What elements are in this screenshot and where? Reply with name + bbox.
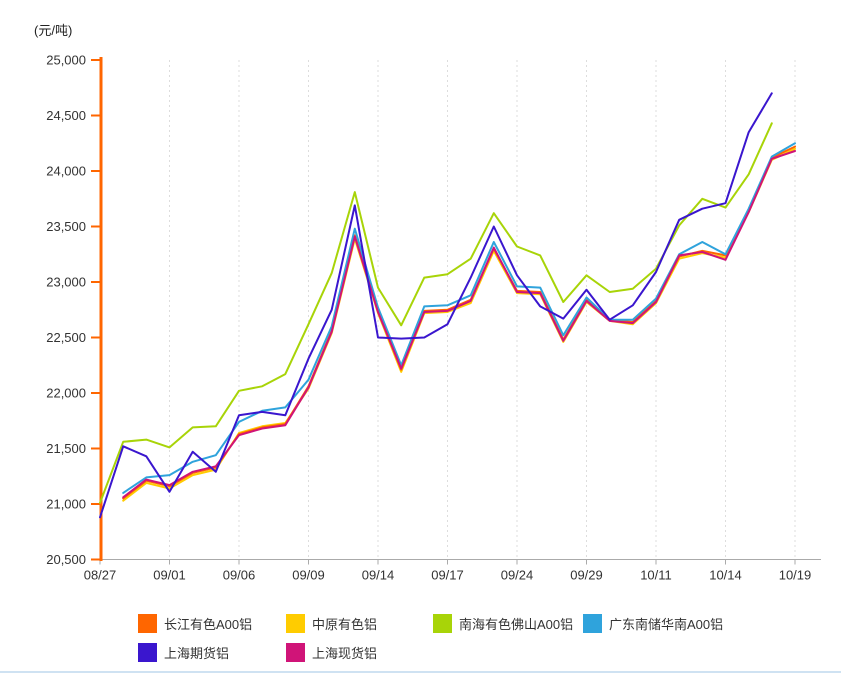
bottom-divider bbox=[0, 671, 841, 673]
legend-swatch bbox=[138, 613, 157, 633]
x-axis-label: 09/17 bbox=[431, 568, 464, 583]
x-axis-label: 09/09 bbox=[292, 568, 325, 583]
legend-item-0: 长江有色A00铝 bbox=[138, 613, 252, 633]
series-line-1 bbox=[122, 147, 796, 502]
y-axis-label: 23,500 bbox=[46, 219, 86, 234]
y-axis-label: 24,000 bbox=[46, 164, 86, 179]
legend-item-1: 中原有色铝 bbox=[286, 613, 377, 633]
x-axis-label: 09/14 bbox=[362, 568, 395, 583]
y-axis-label: 25,000 bbox=[46, 53, 86, 68]
y-axis-label: 22,000 bbox=[46, 386, 86, 401]
y-axis-label: 20,500 bbox=[46, 552, 86, 567]
legend-label: 中原有色铝 bbox=[312, 616, 378, 632]
legend-label: 上海期货铝 bbox=[164, 645, 230, 661]
legend-label: 上海现货铝 bbox=[312, 645, 378, 661]
legend-swatch bbox=[286, 642, 305, 662]
legend-item-4: 上海期货铝 bbox=[138, 642, 229, 662]
x-axis-label: 09/01 bbox=[153, 568, 186, 583]
legend-item-5: 上海现货铝 bbox=[286, 642, 377, 662]
chart-legend: 长江有色A00铝 中原有色铝 南海有色佛山A00铝 广东南储华南A00铝上海期货铝 上海… bbox=[0, 0, 841, 662]
price-line-chart: 08/27 09/01 09/06 09/09 09/14 09/17 09/24 09/29… bbox=[46, 53, 821, 583]
x-axis-label: 10/19 bbox=[779, 568, 812, 583]
x-axis-label: 10/11 bbox=[640, 568, 672, 583]
legend-swatch bbox=[583, 613, 602, 633]
legend-swatch bbox=[138, 642, 157, 662]
series-line-3 bbox=[122, 142, 796, 494]
x-axis-label: 09/29 bbox=[570, 568, 603, 583]
x-axis-label: 08/27 bbox=[84, 568, 117, 583]
y-axis-label: 21,500 bbox=[46, 441, 86, 456]
y-axis-label: 23,000 bbox=[46, 275, 86, 290]
x-axis-label: 10/14 bbox=[709, 568, 742, 583]
y-axis-label: 22,500 bbox=[46, 330, 86, 345]
series-line-4 bbox=[99, 92, 773, 519]
y-axis-label: 24,500 bbox=[46, 108, 86, 123]
y-axis-unit-label: (元/吨) bbox=[34, 23, 73, 38]
legend-swatch bbox=[433, 613, 452, 633]
series-line-0 bbox=[122, 145, 796, 500]
legend-label: 广东南储华南A00铝 bbox=[609, 616, 724, 632]
y-axis-label: 21,000 bbox=[46, 497, 86, 512]
series-line-5 bbox=[122, 150, 796, 499]
legend-swatch bbox=[286, 613, 305, 633]
legend-item-2: 南海有色佛山A00铝 bbox=[433, 613, 573, 633]
x-axis-label: 09/24 bbox=[501, 568, 534, 583]
legend-item-3: 广东南储华南A00铝 bbox=[583, 613, 723, 633]
legend-label: 南海有色佛山A00铝 bbox=[459, 616, 574, 632]
x-axis-label: 09/06 bbox=[223, 568, 256, 583]
legend-label: 长江有色A00铝 bbox=[164, 616, 253, 632]
